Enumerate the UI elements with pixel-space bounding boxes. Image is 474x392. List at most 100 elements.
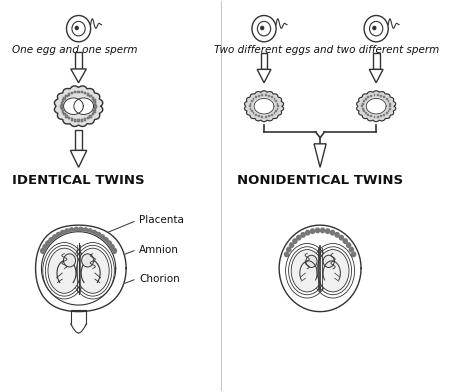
Circle shape — [306, 230, 310, 235]
Circle shape — [297, 236, 301, 240]
FancyBboxPatch shape — [90, 115, 92, 118]
FancyBboxPatch shape — [81, 91, 83, 94]
Polygon shape — [245, 91, 283, 122]
Circle shape — [320, 228, 325, 233]
Bar — [383, 114, 385, 116]
Bar — [363, 100, 365, 102]
Circle shape — [74, 227, 79, 232]
Bar — [265, 94, 266, 96]
FancyBboxPatch shape — [87, 93, 89, 96]
Polygon shape — [369, 69, 383, 83]
Circle shape — [65, 229, 70, 234]
Ellipse shape — [48, 248, 81, 293]
Circle shape — [352, 252, 356, 257]
Circle shape — [301, 232, 305, 237]
FancyBboxPatch shape — [68, 93, 70, 96]
Bar — [380, 115, 382, 117]
Bar — [255, 96, 257, 98]
Bar — [389, 105, 391, 107]
Bar — [361, 105, 363, 107]
Bar — [370, 95, 372, 97]
Circle shape — [310, 229, 315, 233]
Circle shape — [323, 255, 334, 267]
Circle shape — [100, 235, 105, 240]
Bar — [262, 94, 263, 96]
Text: Chorion: Chorion — [139, 274, 180, 284]
Bar — [363, 110, 365, 112]
Polygon shape — [257, 69, 271, 83]
Bar — [253, 98, 255, 100]
Polygon shape — [74, 98, 93, 114]
FancyBboxPatch shape — [63, 97, 65, 100]
Polygon shape — [279, 225, 361, 312]
FancyBboxPatch shape — [84, 118, 86, 121]
Circle shape — [92, 230, 97, 236]
FancyBboxPatch shape — [62, 111, 64, 113]
FancyBboxPatch shape — [60, 105, 63, 107]
FancyBboxPatch shape — [77, 91, 80, 93]
Bar — [268, 95, 270, 97]
Bar — [75, 52, 82, 69]
Circle shape — [287, 247, 291, 252]
Bar — [258, 115, 260, 117]
Circle shape — [284, 252, 289, 257]
Circle shape — [261, 26, 264, 29]
Bar — [250, 103, 251, 105]
Bar — [273, 98, 275, 100]
FancyBboxPatch shape — [74, 119, 76, 122]
Bar — [388, 100, 390, 102]
Bar — [365, 98, 366, 100]
Bar — [374, 94, 375, 96]
Polygon shape — [64, 98, 83, 114]
FancyBboxPatch shape — [61, 108, 63, 110]
Circle shape — [112, 248, 117, 254]
Polygon shape — [356, 91, 396, 122]
Bar — [386, 98, 388, 100]
Bar — [367, 96, 369, 98]
Circle shape — [349, 247, 354, 252]
Bar — [277, 105, 279, 107]
Polygon shape — [71, 69, 86, 83]
Polygon shape — [366, 98, 386, 114]
Bar — [377, 116, 379, 118]
FancyBboxPatch shape — [65, 95, 68, 97]
FancyBboxPatch shape — [62, 100, 64, 102]
Text: IDENTICAL TWINS: IDENTICAL TWINS — [12, 174, 145, 187]
Bar — [362, 103, 364, 105]
Bar — [249, 105, 251, 107]
Circle shape — [290, 243, 293, 247]
FancyBboxPatch shape — [94, 105, 97, 107]
Circle shape — [293, 239, 297, 243]
Text: One egg and one sperm: One egg and one sperm — [12, 45, 137, 55]
FancyBboxPatch shape — [93, 100, 95, 102]
Bar — [253, 113, 255, 114]
Ellipse shape — [76, 248, 109, 293]
Circle shape — [82, 254, 94, 267]
FancyBboxPatch shape — [94, 102, 97, 105]
FancyBboxPatch shape — [91, 97, 94, 100]
Circle shape — [49, 238, 54, 243]
Circle shape — [79, 227, 83, 232]
Circle shape — [56, 232, 61, 238]
Circle shape — [53, 235, 57, 240]
Bar — [258, 95, 260, 97]
Circle shape — [346, 243, 351, 247]
Polygon shape — [41, 232, 116, 305]
Circle shape — [326, 229, 330, 233]
Bar — [265, 116, 266, 118]
Bar — [277, 103, 279, 105]
Bar — [273, 113, 275, 114]
Circle shape — [69, 228, 74, 233]
Bar — [373, 53, 380, 69]
Circle shape — [46, 241, 51, 246]
Polygon shape — [55, 86, 103, 127]
Bar — [275, 100, 277, 102]
Circle shape — [43, 245, 48, 250]
FancyBboxPatch shape — [94, 108, 97, 110]
Circle shape — [41, 248, 46, 254]
Polygon shape — [70, 151, 87, 167]
Bar — [75, 130, 82, 151]
Circle shape — [335, 232, 339, 237]
Polygon shape — [254, 98, 274, 114]
Bar — [380, 95, 382, 97]
